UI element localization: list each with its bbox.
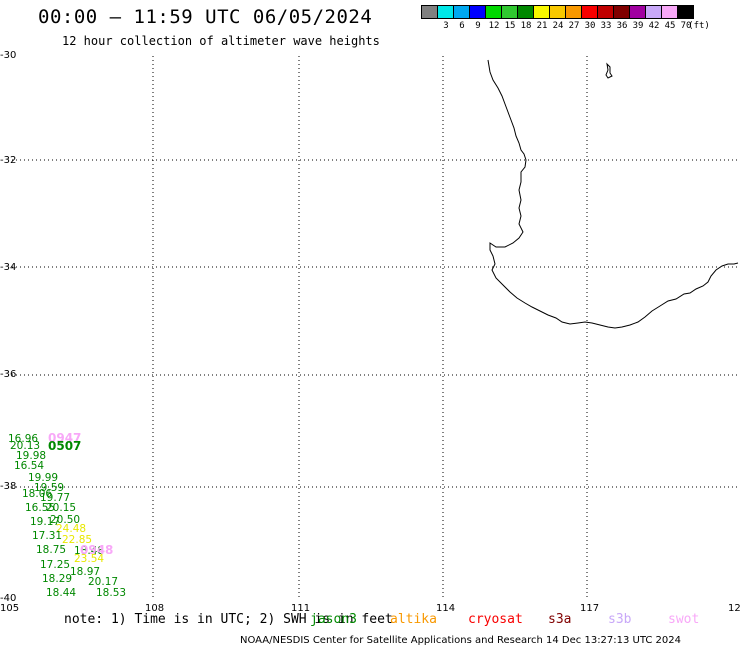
wave-height-reading: 17.25 [40, 559, 71, 571]
footer-credit: NOAA/NESDIS Center for Satellite Applica… [240, 635, 682, 646]
legend-label: 36 [616, 21, 628, 31]
wave-height-reading: 23.54 [74, 553, 105, 565]
latitude-tick-label: -40 [0, 593, 17, 604]
wave-height-reading: 20.17 [88, 576, 119, 588]
pass-time-label: 0507 [48, 439, 82, 453]
longitude-tick-label: 120 [728, 603, 740, 614]
legend-label: 15 [504, 21, 516, 31]
coastline-islet [605, 62, 613, 79]
legend-label: 39 [632, 21, 644, 31]
wave-height-reading: 16.96 [8, 433, 39, 445]
wave-height-reading: 19.59 [34, 482, 65, 494]
latitude-tick-label: -30 [0, 50, 17, 61]
wave-height-reading: 16.55 [25, 502, 56, 514]
page-title: 00:00 — 11:59 UTC 06/05/2024 [38, 6, 373, 28]
wave-height-reading: 18.53 [96, 587, 127, 599]
legend-swatch [677, 5, 694, 19]
latitude-tick-label: -34 [0, 262, 17, 273]
longitude-tick-label: 105 [0, 603, 20, 614]
wave-height-reading: 18.48 [74, 545, 105, 557]
coastline-australia [487, 59, 739, 329]
legend-label: 33 [600, 21, 612, 31]
wave-height-reading: 17.31 [32, 530, 63, 542]
page-subtitle: 12 hour collection of altimeter wave hei… [62, 34, 380, 48]
wave-height-reading: 24.48 [56, 523, 87, 535]
legend-label: 42 [648, 21, 660, 31]
wave-height-reading: 18.06 [22, 488, 53, 500]
legend-label: 12 [488, 21, 500, 31]
wave-height-reading: 22.85 [62, 534, 93, 546]
latitude-tick-label: -32 [0, 155, 17, 166]
satellite-name: altika [390, 612, 437, 627]
satellite-name: jason3 [310, 612, 357, 627]
legend-label: 18 [520, 21, 532, 31]
legend-label: 3 [443, 21, 449, 31]
pass-time-label: 0948 [80, 543, 114, 557]
longitude-tick-label: 108 [145, 603, 165, 614]
longitude-tick-label: 117 [580, 603, 600, 614]
legend-label: 45 [664, 21, 676, 31]
wave-height-reading: 18.29 [42, 573, 73, 585]
wave-height-reading: 20.50 [50, 514, 81, 526]
legend-unit: (ft) [688, 21, 710, 31]
pass-time-label: 0947 [48, 431, 82, 445]
longitude-tick-label: 114 [436, 603, 456, 614]
color-legend-labels: 3 6 9 12 15 18 21 24 27 30 33 36 39 42 45 70 (ft) [422, 21, 740, 33]
wave-height-reading: 19.17 [30, 516, 61, 528]
legend-label: 24 [552, 21, 564, 31]
wave-height-reading: 18.44 [46, 587, 77, 599]
satellite-name: s3b [608, 612, 632, 627]
legend-label: 9 [475, 21, 481, 31]
legend-label: 30 [584, 21, 596, 31]
wave-height-reading: 18.75 [36, 544, 67, 556]
wave-height-reading: 16.54 [14, 460, 45, 472]
wave-height-reading: 19.99 [28, 472, 59, 484]
wave-height-reading: 20.15 [46, 502, 77, 514]
footer-note: note: 1) Time is in UTC; 2) SWH is in fe… [64, 612, 393, 627]
legend-label: 70 [680, 21, 692, 31]
wave-height-reading: 19.98 [16, 450, 47, 462]
legend-label: 6 [459, 21, 465, 31]
legend-label: 27 [568, 21, 580, 31]
latitude-tick-label: -38 [0, 481, 17, 492]
longitude-tick-label: 111 [291, 603, 311, 614]
wave-height-reading: 20.13 [10, 440, 41, 452]
legend-label: 21 [536, 21, 548, 31]
map-grid [8, 56, 738, 600]
satellite-name: s3a [548, 612, 572, 627]
wave-height-reading: 19.77 [40, 492, 71, 504]
satellite-name: swot [668, 612, 700, 627]
wave-height-reading: 18.97 [70, 566, 101, 578]
color-legend [421, 5, 694, 19]
satellite-name: cryosat [468, 612, 523, 627]
latitude-tick-label: -36 [0, 369, 17, 380]
